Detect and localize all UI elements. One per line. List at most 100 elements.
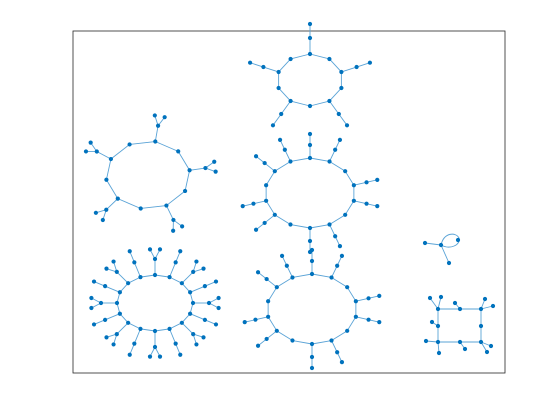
whisker-edge: [266, 330, 278, 340]
ring-edge: [106, 179, 119, 199]
whisker-leaf: [247, 60, 253, 65]
ring-node: [309, 271, 315, 277]
whisker-edge: [169, 262, 177, 278]
whisker-edge: [329, 224, 336, 237]
whisker-node: [264, 276, 269, 282]
whisker-leaf: [178, 249, 183, 254]
ring-edge: [169, 322, 183, 330]
ring-node: [309, 341, 315, 347]
whisker-node: [333, 234, 338, 239]
ring-node: [274, 285, 279, 290]
ring-edge: [267, 316, 278, 332]
whisker-node: [354, 64, 359, 70]
ring-node: [339, 85, 344, 91]
whisker-edge: [253, 200, 267, 205]
whisker-node: [114, 269, 119, 274]
whisker-leaf: [423, 338, 429, 344]
ring-edge: [177, 151, 190, 171]
nodes-layer: [83, 21, 496, 371]
ring-node: [176, 149, 181, 154]
whisker-node: [103, 284, 108, 289]
whisker-node: [104, 207, 109, 212]
whisker-leaf: [201, 335, 206, 340]
whisker-leaf: [339, 253, 345, 258]
square-node: [478, 323, 484, 329]
whisker-node: [103, 317, 108, 322]
ring-edge: [331, 330, 348, 341]
whisker-edge: [104, 285, 121, 293]
whisker-leaf: [127, 352, 132, 357]
whisker-edge: [353, 200, 367, 205]
whisker-leaf: [178, 352, 183, 357]
ring-node: [290, 275, 295, 280]
whisker-node: [251, 201, 256, 206]
whisker-edge: [329, 100, 340, 115]
whisker-leaf: [367, 60, 373, 65]
ring-node: [307, 225, 313, 231]
whisker-leaf: [337, 137, 343, 142]
graph-node: [446, 260, 452, 266]
whisker-leaf: [344, 123, 350, 128]
whisker-leaf: [309, 365, 315, 371]
whisker-leaf: [253, 154, 259, 159]
ring-edge: [292, 273, 313, 278]
ring-edge: [290, 53, 311, 60]
whisker-leaf: [482, 296, 488, 302]
ring-edge: [329, 214, 346, 225]
whisker-node: [309, 354, 315, 360]
ring-node: [274, 328, 279, 333]
ring-node: [353, 299, 358, 304]
whisker-edge: [105, 198, 119, 211]
whisker-leaf: [147, 247, 153, 252]
whisker-node: [279, 111, 284, 117]
whisker-leaf: [201, 266, 206, 271]
whisker-leaf: [490, 303, 496, 309]
graph-node: [422, 240, 428, 246]
whisker-node: [333, 147, 338, 152]
whisker-edge: [249, 62, 264, 68]
whisker-leaf: [307, 21, 313, 27]
whisker-leaf: [157, 247, 163, 252]
whisker-edge: [104, 313, 121, 321]
ring-node: [266, 299, 271, 304]
square-node: [457, 339, 463, 345]
whisker-node: [132, 341, 137, 346]
ring-node: [266, 314, 271, 319]
ring-edge: [265, 200, 276, 216]
whisker-node: [336, 111, 341, 117]
whisker-leaf: [375, 177, 380, 182]
whisker-leaf: [89, 305, 94, 311]
whisker-node: [366, 296, 371, 301]
whisker-node: [114, 332, 119, 337]
square-node: [478, 306, 484, 312]
ring-edge: [311, 340, 332, 345]
ring-node: [343, 212, 348, 217]
whisker-leaf: [277, 137, 283, 142]
whisker-node: [309, 258, 315, 264]
whisker-edge: [356, 62, 371, 68]
ring-node: [288, 159, 293, 164]
whisker-node: [202, 317, 207, 322]
whisker-leaf: [213, 322, 219, 327]
whisker-node: [364, 201, 369, 206]
ring-node: [126, 320, 131, 325]
whisker-node: [335, 263, 340, 268]
whisker-edge: [329, 149, 336, 162]
whisker-edge: [133, 262, 141, 278]
whisker-edge: [341, 66, 357, 73]
whisker-node: [191, 332, 196, 337]
whisker-edge: [189, 313, 206, 321]
whisker-leaf: [216, 305, 221, 311]
whisker-node: [132, 260, 137, 265]
whisker-leaf: [337, 244, 343, 249]
ring-edge: [129, 141, 156, 145]
ring-node: [327, 222, 332, 227]
ring-edge: [117, 198, 141, 209]
whisker-leaf: [377, 320, 382, 325]
ring-edge: [105, 158, 112, 180]
ring-node: [351, 198, 356, 203]
whisker-edge: [264, 214, 276, 224]
ring-node: [127, 142, 132, 147]
whisker-leaf: [212, 159, 217, 164]
whisker-node: [307, 142, 313, 148]
